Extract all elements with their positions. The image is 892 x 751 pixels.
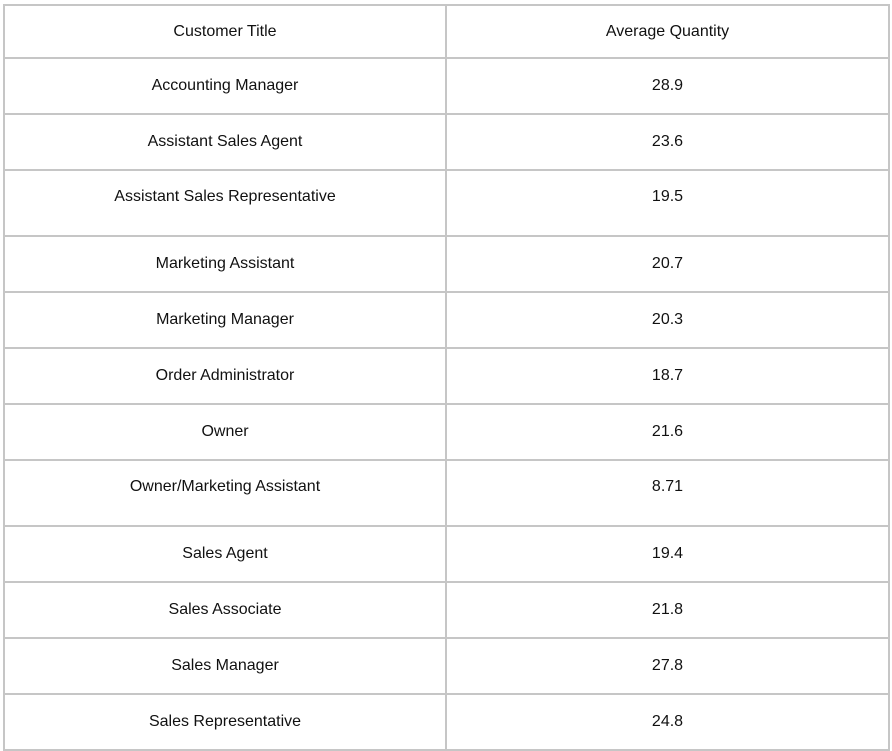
table-row: Marketing Assistant 20.7 [3,235,890,293]
cell-average-quantity: 20.7 [445,235,890,293]
cell-customer-title: Sales Agent [3,525,447,583]
cell-average-quantity: 21.6 [445,403,890,461]
table-row: Sales Agent 19.4 [3,525,890,583]
cell-average-quantity: 28.9 [445,57,890,115]
cell-average-quantity: 24.8 [445,693,890,751]
table-row: Assistant Sales Agent 23.6 [3,113,890,171]
table-row: Sales Representative 24.8 [3,693,890,751]
cell-average-quantity: 27.8 [445,637,890,695]
cell-customer-title: Owner [3,403,447,461]
cell-customer-title: Assistant Sales Agent [3,113,447,171]
cell-average-quantity: 21.8 [445,581,890,639]
table-row: Owner/Marketing Assistant 8.71 [3,459,890,527]
column-header-customer-title: Customer Title [3,4,447,59]
cell-customer-title: Accounting Manager [3,57,447,115]
table-row: Assistant Sales Representative 19.5 [3,169,890,237]
table-row: Accounting Manager 28.9 [3,57,890,115]
data-table-container: Customer Title Average Quantity Accounti… [3,4,890,751]
cell-average-quantity: 18.7 [445,347,890,405]
cell-average-quantity: 8.71 [445,459,890,527]
table-row: Owner 21.6 [3,403,890,461]
cell-average-quantity: 19.4 [445,525,890,583]
cell-customer-title: Sales Associate [3,581,447,639]
column-header-average-quantity: Average Quantity [445,4,890,59]
table-row: Sales Manager 27.8 [3,637,890,695]
cell-customer-title: Marketing Assistant [3,235,447,293]
cell-average-quantity: 20.3 [445,291,890,349]
cell-customer-title: Owner/Marketing Assistant [3,459,447,527]
table-header-row: Customer Title Average Quantity [3,4,890,59]
table-row: Marketing Manager 20.3 [3,291,890,349]
cell-customer-title: Marketing Manager [3,291,447,349]
table-row: Order Administrator 18.7 [3,347,890,405]
cell-customer-title: Sales Representative [3,693,447,751]
table-row: Sales Associate 21.8 [3,581,890,639]
cell-customer-title: Sales Manager [3,637,447,695]
average-quantity-table: Customer Title Average Quantity Accounti… [3,4,890,751]
cell-customer-title: Order Administrator [3,347,447,405]
cell-average-quantity: 23.6 [445,113,890,171]
cell-average-quantity: 19.5 [445,169,890,237]
cell-customer-title: Assistant Sales Representative [3,169,447,237]
